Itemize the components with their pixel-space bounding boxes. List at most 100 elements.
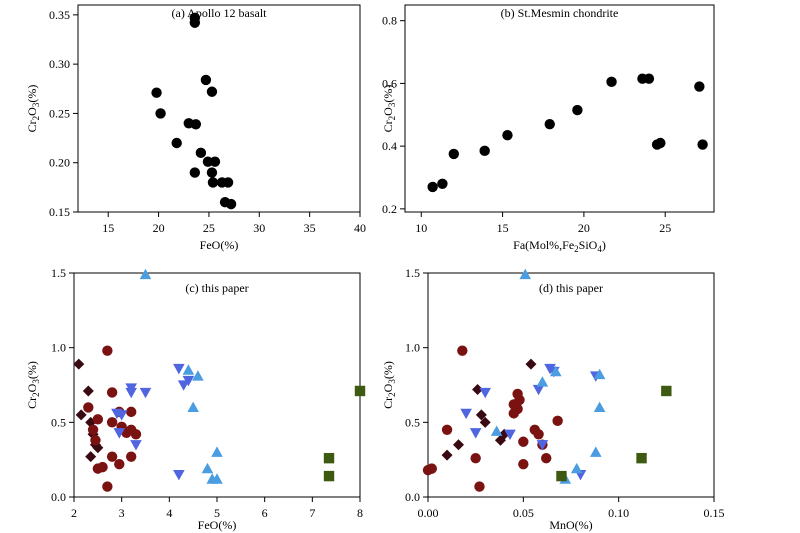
panel-d: 0.00 0.05 0.10 0.15 0.0 0.5 1.0 1.5 (d) this pap…: [381, 266, 725, 532]
plot-frame-b: [404, 4, 715, 213]
data-point-triangle-down: [173, 363, 185, 375]
data-point-circle: [189, 17, 201, 28]
x-tick-label-a: 15: [102, 221, 114, 235]
data-point-diamond: [494, 434, 506, 446]
data-point-circle: [514, 394, 525, 406]
data-point-circle: [114, 458, 125, 470]
x-tick-label-c: 4: [166, 506, 172, 520]
x-tick-label-d: 0.10: [608, 506, 629, 520]
data-point-circle: [102, 345, 113, 356]
data-point-triangle-up: [201, 462, 214, 474]
data-point-circle: [544, 118, 555, 130]
x-tick-label-c: 5: [214, 506, 220, 520]
data-point-triangle-down: [113, 428, 126, 439]
y-tick-label-c: 0.5: [51, 415, 66, 429]
data-point-circle: [90, 435, 101, 446]
x-tick-label-a: 20: [153, 221, 165, 235]
panel-b: 10 15 20 25 0.2 0.4 0.6 0.8 (b) St.Mesmin chondr…: [381, 4, 715, 254]
data-point-circle: [697, 139, 708, 150]
data-point-diamond: [441, 449, 453, 461]
y-tick-label-d: 0.0: [405, 490, 420, 504]
data-point-triangle-up: [192, 370, 204, 381]
data-point-circle: [470, 452, 481, 464]
x-tick-label-b: 10: [415, 221, 427, 235]
chart-title-c: (c) this paper: [185, 281, 248, 295]
data-point-triangle-down: [479, 387, 491, 399]
data-point-triangle-down: [173, 469, 185, 481]
panel-c: 2 3 4 5 6 7 8 0.0 0.5 1.0 1.5 (c) this paper FeO(%) C…: [25, 266, 366, 532]
data-point-triangle-down: [177, 380, 190, 391]
data-point-diamond: [475, 409, 487, 421]
x-tick-label-a: 25: [203, 221, 215, 235]
data-point-circle: [457, 345, 468, 356]
data-point-circle: [474, 481, 485, 492]
data-point-triangle-up: [549, 365, 562, 377]
data-point-triangle-up: [187, 401, 199, 413]
data-point-circle: [209, 156, 221, 167]
y-tick-label-b: 0.8: [382, 14, 397, 28]
data-point-diamond: [82, 385, 94, 397]
y-tick-label-d: 1.0: [405, 341, 420, 355]
data-point-triangle-up: [211, 446, 223, 457]
data-point-circle: [441, 424, 453, 435]
data-point-triangle-up: [593, 401, 606, 413]
y-tick-label-a: 0.20: [49, 156, 70, 170]
data-point-triangle-up: [519, 268, 532, 280]
data-point-circle: [92, 414, 104, 425]
data-point-triangle-down: [130, 440, 142, 451]
data-point-diamond: [479, 416, 491, 428]
data-point-square: [354, 385, 366, 397]
data-point-circle: [448, 148, 459, 160]
data-point-circle: [512, 403, 523, 415]
data-point-circle: [126, 406, 137, 418]
data-point-triangle-down: [115, 410, 128, 421]
x-axis-label-d: MnO(%): [549, 518, 592, 532]
y-tick-label-a: 0.30: [49, 57, 70, 71]
data-point-circle: [195, 147, 207, 159]
y-tick-label-b: 0.2: [382, 202, 397, 216]
series-d-diamond: [441, 358, 537, 461]
data-point-circle: [155, 108, 166, 119]
y-tick-label-b: 0.4: [382, 139, 397, 153]
data-point-circle: [189, 167, 201, 178]
y-axis-label-a: Cr2O3(%): [25, 85, 41, 133]
data-point-circle: [694, 81, 705, 92]
data-point-circle: [479, 145, 490, 157]
data-point-circle: [437, 178, 448, 189]
x-tick-label-b: 25: [659, 221, 671, 235]
data-point-diamond: [453, 439, 465, 451]
data-point-circle: [427, 181, 438, 193]
data-point-circle: [200, 74, 212, 86]
data-point-circle: [102, 481, 113, 492]
data-point-circle: [541, 452, 552, 464]
x-axis-label-c: FeO(%): [198, 518, 237, 532]
data-point-triangle-down: [460, 408, 472, 420]
series-a-Apollo 12 basalt: [151, 12, 237, 210]
data-point-circle: [222, 177, 234, 188]
data-point-circle: [106, 417, 118, 428]
x-tick-label-c: 6: [262, 506, 268, 520]
x-tick-label-d: 0.05: [513, 506, 534, 520]
data-point-triangle-down: [125, 387, 137, 399]
plot-frame-d: [427, 272, 715, 498]
data-point-diamond: [525, 358, 537, 370]
series-c-up-triangle: [139, 268, 223, 484]
data-point-triangle-down: [504, 429, 516, 441]
data-point-triangle-up: [593, 368, 606, 380]
data-point-circle: [130, 429, 142, 440]
chart-title-d: (d) this paper: [539, 281, 603, 295]
x-tick-label-c: 7: [309, 506, 315, 520]
plot-frame-a: [77, 4, 361, 213]
data-point-circle: [502, 129, 513, 141]
data-point-circle: [655, 137, 666, 149]
data-point-diamond: [75, 409, 87, 421]
data-point-triangle-up: [139, 268, 152, 280]
data-point-diamond: [85, 451, 97, 463]
data-point-triangle-down: [536, 440, 549, 451]
series-c-square: [323, 385, 366, 482]
y-tick-label-a: 0.25: [49, 106, 70, 120]
data-point-circle: [151, 87, 162, 98]
x-tick-label-a: 40: [354, 221, 366, 235]
data-point-triangle-up: [211, 473, 223, 484]
